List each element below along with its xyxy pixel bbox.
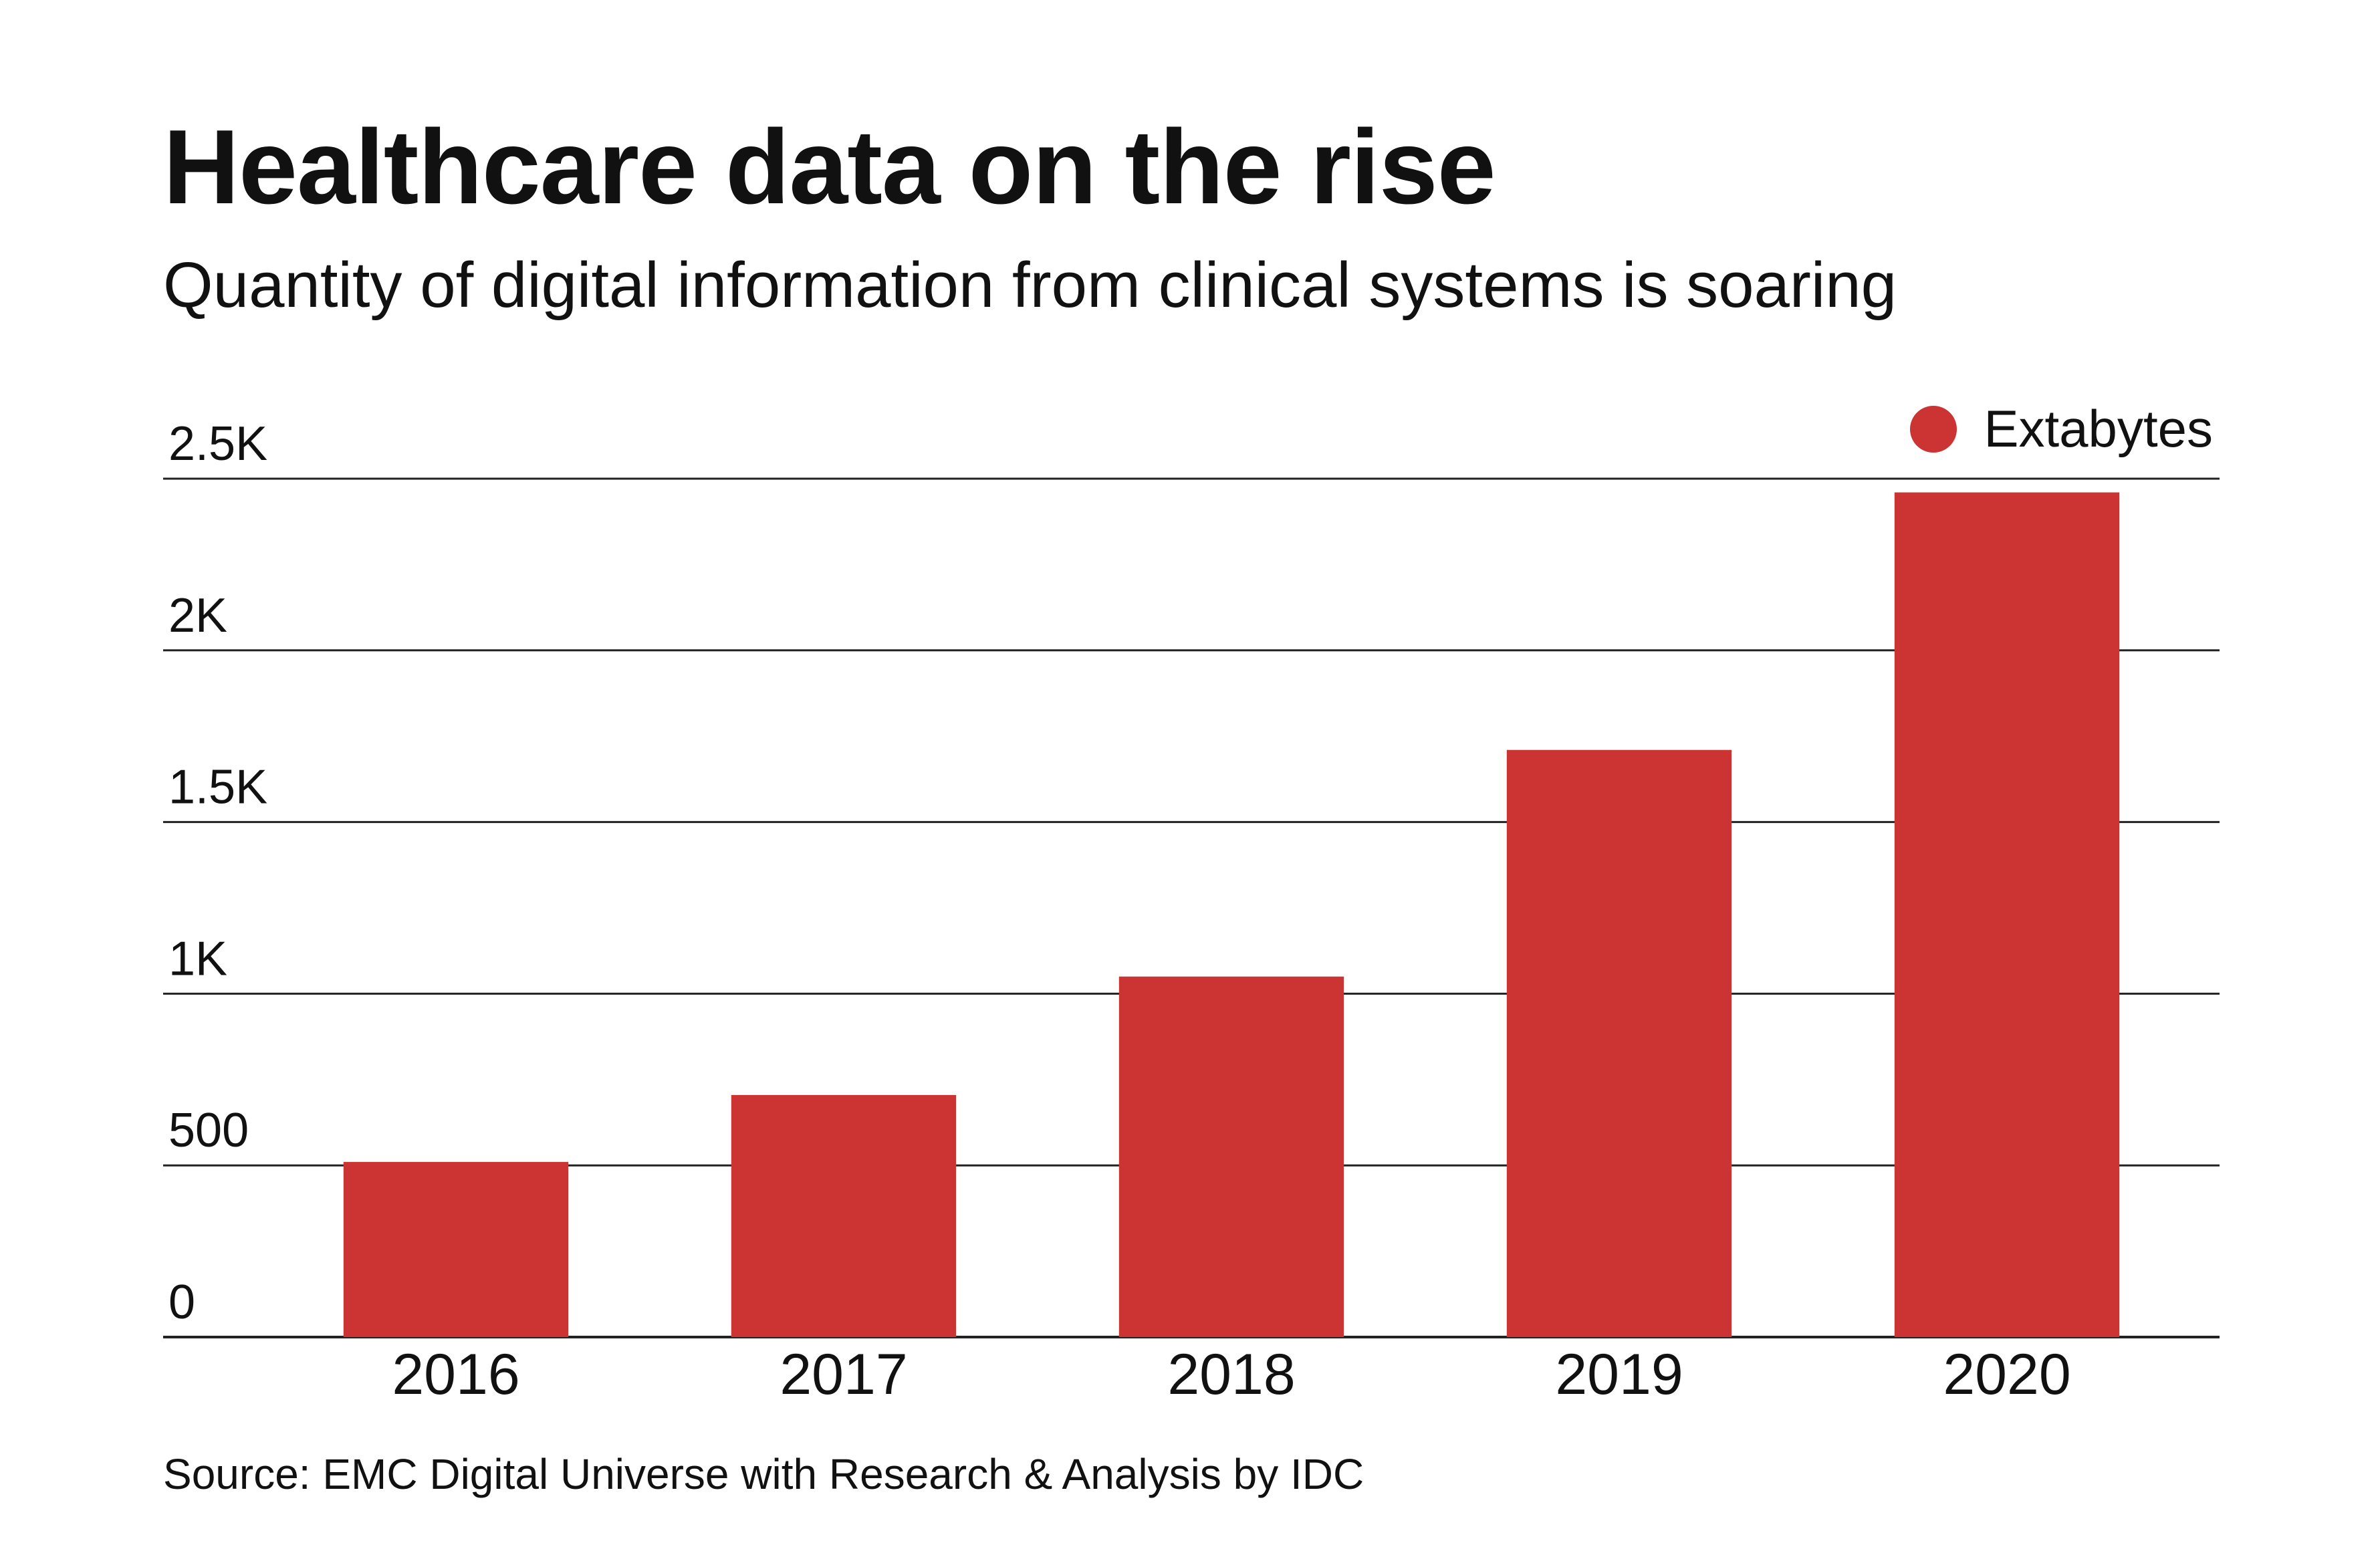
x-tick-label: 2020	[1943, 1342, 2070, 1407]
bar-2020	[1894, 492, 2120, 1338]
source-note: Source: EMC Digital Universe with Resear…	[163, 1450, 1364, 1498]
x-tick-label: 2017	[780, 1342, 907, 1407]
chart-title: Healthcare data on the rise	[163, 108, 1496, 226]
x-tick-label: 2019	[1555, 1342, 1683, 1407]
bar-2017	[731, 1094, 957, 1337]
x-tick-label: 2018	[1167, 1342, 1295, 1407]
y-tick-label: 2K	[168, 589, 227, 642]
x-tick-label: 2016	[392, 1342, 519, 1407]
legend-swatch	[1910, 405, 1957, 453]
x-axis-tick-labels: 2016 2017 2018 2019 2020	[392, 1342, 2070, 1407]
y-tick-label: 500	[168, 1104, 249, 1157]
bar-2018	[1118, 976, 1344, 1337]
y-axis-tick-labels: 0 500 1K 1.5K 2K 2.5K	[168, 417, 267, 1329]
bar-2019	[1506, 749, 1732, 1337]
y-tick-label: 0	[168, 1276, 195, 1329]
y-tick-label: 1K	[168, 932, 227, 985]
chart-subtitle: Quantity of digital information from cli…	[163, 249, 1897, 321]
bar-2016	[343, 1162, 569, 1337]
chart-legend: Extabytes	[1910, 398, 2213, 459]
legend-label-extabytes: Extabytes	[1984, 399, 2213, 458]
y-tick-label: 2.5K	[168, 417, 267, 471]
y-tick-label: 1.5K	[168, 761, 267, 814]
bars	[343, 492, 2120, 1338]
